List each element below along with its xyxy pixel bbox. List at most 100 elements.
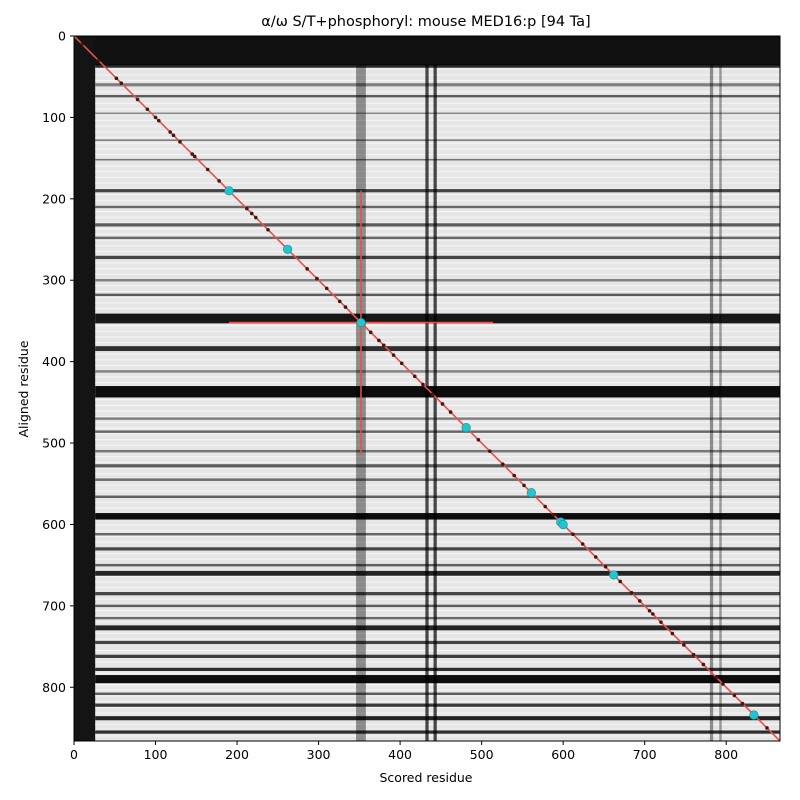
diagonal-marker-point: [96, 58, 101, 63]
heatmap-light-row: [95, 467, 780, 469]
heatmap-dark-column: [709, 65, 714, 741]
heatmap-dark-row: [95, 64, 780, 68]
heatmap-light-row: [95, 433, 780, 435]
diagonal-marker-point: [119, 81, 124, 86]
diagonal-marker-point: [381, 343, 386, 348]
diagonal-marker-point: [245, 206, 249, 211]
heatmap-light-row: [95, 729, 780, 731]
heatmap-dark-row: [95, 223, 780, 227]
heatmap-light-row: [95, 136, 780, 139]
diagonal-marker-point: [765, 726, 769, 730]
heatmap-light-row: [95, 245, 780, 247]
diagonal-marker-point: [145, 107, 150, 112]
diagonal-marker-point: [593, 555, 598, 559]
heatmap-light-row: [95, 575, 780, 577]
heatmap-dark-row: [95, 716, 780, 721]
heatmap-light-row: [95, 615, 780, 617]
heatmap-light-row: [95, 108, 780, 110]
heatmap-light-row: [95, 193, 780, 196]
heatmap-light-row: [95, 456, 780, 458]
heatmap-light-row: [95, 364, 780, 367]
heatmap-light-row: [95, 233, 780, 236]
heatmap-light-row: [95, 290, 780, 293]
diagonal-marker-point: [580, 542, 585, 546]
heatmap-light-row: [95, 438, 780, 441]
heatmap-light-row: [95, 199, 780, 201]
heatmap-light-row: [95, 188, 780, 190]
x-tick-label: 0: [70, 747, 78, 762]
highlight-point: [224, 186, 234, 196]
diagonal-marker-point: [168, 130, 172, 134]
diagonal-marker-point: [430, 392, 435, 396]
heatmap-light-row: [95, 307, 780, 310]
diagonal-marker-point: [551, 512, 556, 517]
diagonal-marker-point: [740, 701, 745, 706]
heatmap-dark-row: [95, 563, 780, 567]
diagonal-marker-point: [691, 652, 696, 657]
diagonal-marker-point: [512, 473, 517, 478]
heatmap-dark-row: [95, 547, 780, 551]
heatmap-dark-row: [95, 139, 780, 142]
heatmap-light-row: [95, 376, 780, 378]
diagonal-marker-point: [315, 276, 319, 281]
diagonal-marker-point: [721, 682, 725, 686]
diagonal-marker-point: [391, 353, 396, 357]
heatmap-light-row: [95, 535, 780, 538]
heatmap-light-row: [95, 250, 780, 253]
diagonal-marker-point: [603, 564, 608, 569]
heatmap-light-row: [95, 279, 780, 281]
heatmap-light-row: [95, 228, 780, 230]
heatmap-dark-row: [95, 495, 780, 498]
heatmap-dark-column: [433, 65, 437, 741]
heatmap-dark-row: [95, 478, 780, 481]
diagonal-marker-point: [156, 118, 161, 123]
diagonal-marker-point: [522, 483, 526, 488]
heatmap-dark-row: [95, 616, 780, 620]
heatmap-light-row: [95, 689, 780, 691]
heatmap-dark-top-band: [74, 36, 780, 66]
diagonal-marker-point: [253, 215, 258, 220]
heatmap-light-row: [95, 325, 780, 327]
diagonal-marker-point: [266, 227, 270, 232]
diagonal-marker-point: [651, 612, 655, 616]
diagonal-marker-point: [659, 620, 663, 624]
diagonal-marker-point: [629, 591, 634, 595]
heatmap-light-row: [95, 79, 780, 82]
heatmap-light-row: [95, 461, 780, 463]
heatmap-light-row: [95, 131, 780, 133]
diagonal-marker-point: [337, 299, 342, 304]
heatmap-light-row: [95, 148, 780, 150]
heatmap-light-row: [95, 661, 780, 663]
heatmap-dark-row: [95, 464, 780, 468]
heatmap-light-row: [95, 598, 780, 600]
heatmap-dark-row: [95, 158, 780, 161]
heatmap-light-row: [95, 102, 780, 104]
heatmap-light-row: [95, 695, 780, 697]
heatmap-light-row: [95, 416, 780, 418]
y-tick-label: 200: [42, 191, 66, 206]
heatmap-light-row: [95, 165, 780, 167]
heatmap-light-row: [95, 330, 780, 332]
x-tick-label: 700: [633, 747, 657, 762]
heatmap-light-row: [95, 666, 780, 669]
diagonal-marker-point: [682, 643, 686, 647]
diagonal-marker-point: [399, 361, 404, 366]
diagonal-marker-point: [714, 675, 719, 680]
heatmap-light-row: [95, 302, 780, 304]
heatmap-dark-row: [95, 449, 780, 453]
heatmap-light-row: [95, 125, 780, 127]
heatmap-light-row: [95, 68, 780, 70]
diagonal-marker-point: [440, 402, 445, 406]
diagonal-marker-point: [476, 437, 481, 442]
y-tick-label: 100: [42, 110, 66, 125]
heatmap-light-row: [95, 381, 780, 384]
heatmap-dark-row: [95, 692, 780, 696]
diagonal-marker-point: [80, 42, 84, 46]
heatmap-light-row: [95, 404, 780, 406]
heatmap-light-row: [95, 484, 780, 486]
plot-area: [74, 36, 780, 741]
diagonal-marker-point: [324, 286, 329, 291]
heatmap-light-row: [95, 273, 780, 275]
heatmap-dark-row: [95, 370, 780, 373]
y-tick-label: 0: [58, 29, 66, 44]
